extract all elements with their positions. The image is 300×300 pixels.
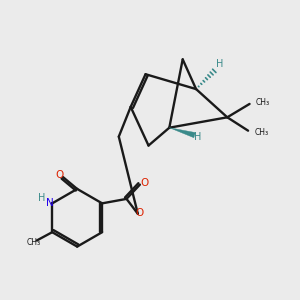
Text: O: O — [140, 178, 148, 188]
Polygon shape — [169, 128, 195, 138]
Text: CH₃: CH₃ — [256, 98, 270, 107]
Text: H: H — [216, 59, 224, 69]
Text: N: N — [46, 198, 54, 208]
Text: CH₃: CH₃ — [255, 128, 269, 137]
Text: CH₃: CH₃ — [26, 238, 40, 247]
Text: O: O — [55, 170, 64, 180]
Text: H: H — [38, 193, 46, 203]
Text: O: O — [135, 208, 143, 218]
Text: H: H — [194, 132, 202, 142]
